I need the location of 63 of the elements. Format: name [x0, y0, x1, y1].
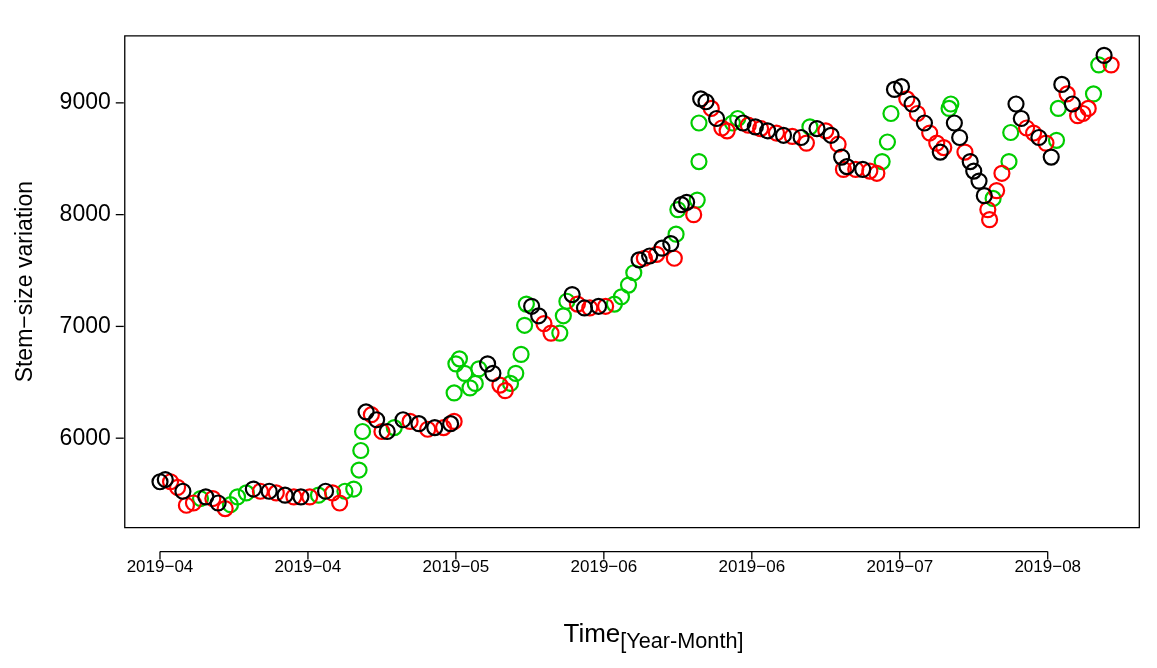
point: [228, 488, 247, 506]
point: [619, 276, 638, 294]
x-tick-label: 2019−05: [422, 557, 490, 577]
point: [470, 360, 488, 378]
point: [873, 152, 891, 171]
point: [1047, 131, 1066, 149]
point: [445, 384, 463, 402]
point: [466, 374, 484, 393]
point: [688, 191, 706, 209]
point: [1090, 56, 1108, 74]
point: [878, 133, 897, 151]
point: [501, 374, 520, 393]
y-axis-title: Stem−size variation: [11, 181, 38, 383]
point: [551, 324, 569, 342]
point: [461, 379, 479, 397]
point: [1002, 123, 1020, 142]
y-tick-label: 9000: [59, 88, 111, 115]
point: [512, 345, 530, 363]
x-tick-label: 2019−04: [126, 557, 194, 577]
point: [669, 201, 687, 219]
point: [352, 441, 370, 460]
point: [507, 364, 525, 382]
point: [667, 225, 685, 243]
point: [385, 418, 403, 437]
x-tick-label: 2019−06: [718, 557, 786, 577]
point: [350, 461, 368, 479]
y-tick-label: 8000: [59, 199, 111, 226]
point: [940, 99, 958, 118]
point: [723, 114, 742, 132]
point: [1084, 85, 1103, 103]
point: [690, 114, 708, 132]
point: [1000, 152, 1018, 171]
x-tick-label: 2019−06: [570, 557, 638, 577]
point: [515, 316, 534, 334]
x-tick-label: 2019−07: [866, 557, 934, 577]
point: [456, 364, 474, 382]
x-tick-label: 2019−04: [274, 557, 342, 577]
point: [729, 109, 747, 128]
point: [345, 480, 363, 498]
x-axis-title: Time$_{[Year-Month]}$: [562, 618, 745, 655]
y-tick-label: 7000: [59, 311, 111, 338]
point: [353, 422, 372, 441]
point: [605, 295, 624, 313]
point: [237, 484, 255, 502]
x-tick-label: 2019−08: [1014, 557, 1082, 577]
point: [942, 95, 960, 113]
y-tick-label: 6000: [59, 423, 111, 450]
point: [625, 264, 643, 282]
point: [612, 288, 631, 306]
point: [1049, 99, 1067, 118]
point: [447, 355, 465, 373]
point: [558, 292, 576, 310]
point: [191, 489, 210, 508]
point: [336, 482, 354, 500]
point: [690, 152, 708, 171]
point: [221, 496, 240, 514]
point: [984, 189, 1002, 208]
point: [554, 307, 572, 325]
point: [517, 295, 535, 313]
point: [882, 104, 900, 123]
point: [450, 350, 469, 368]
point: [801, 118, 819, 136]
point: [309, 486, 328, 504]
